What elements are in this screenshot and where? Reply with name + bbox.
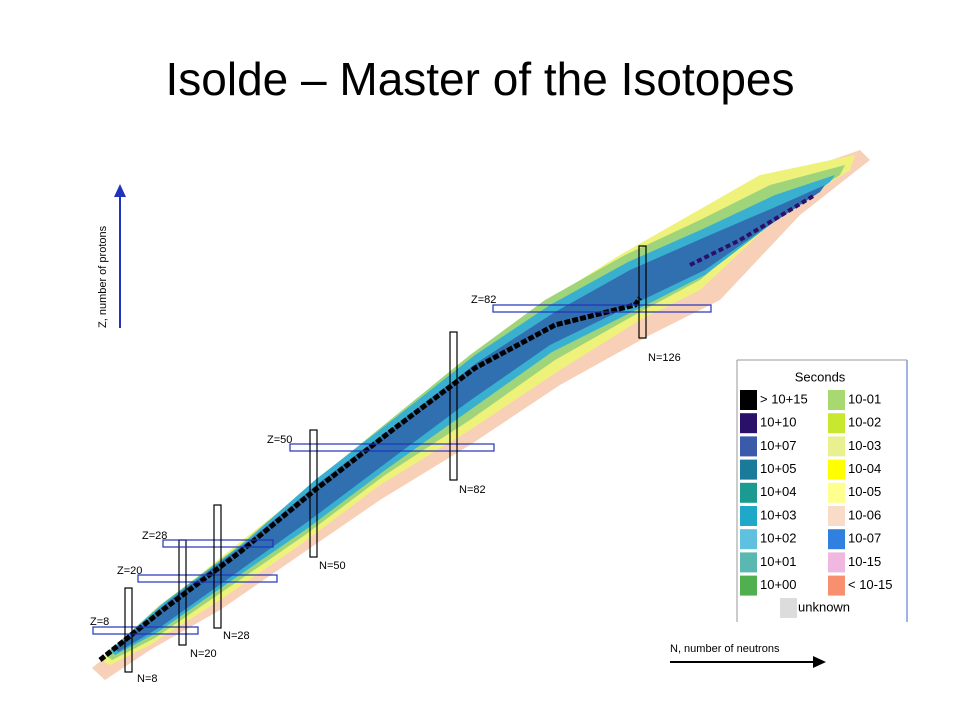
- legend-label: < 10-15: [848, 577, 892, 592]
- z-label: Z=20: [117, 565, 142, 577]
- legend-label: 10-03: [848, 438, 881, 453]
- legend-label: 10-06: [848, 507, 881, 522]
- legend-label: > 10+15: [760, 391, 808, 406]
- legend-label: 10+07: [760, 438, 797, 453]
- legend-swatch: [740, 436, 757, 457]
- legend: Seconds > 10+15 10+10 10+07 10+05 10+04 10+03…: [736, 359, 908, 622]
- legend-swatch: [740, 482, 757, 503]
- legend-swatch: [740, 506, 757, 526]
- legend-swatch: [828, 552, 845, 573]
- y-axis-label: Z, number of protons: [97, 225, 109, 328]
- legend-swatch: [828, 506, 845, 526]
- stable-line-upper: [689, 193, 817, 267]
- n-line: [449, 331, 458, 481]
- legend-label: 10-02: [848, 415, 881, 430]
- axes: Z, number of protons N, number of neutro…: [97, 184, 826, 668]
- legend-label: 10+03: [760, 507, 797, 522]
- n-label: N=8: [137, 673, 158, 685]
- n-line: [213, 504, 222, 629]
- legend-swatch: [828, 529, 845, 550]
- legend-label: 10-15: [848, 554, 881, 569]
- n-line: [638, 245, 647, 339]
- legend-label: 10+02: [760, 531, 797, 546]
- legend-swatch: [828, 436, 845, 457]
- magic-labels: Z=8 N=8 Z=20 N=20 Z=28 N=28 Z=50 N=50 Z=…: [90, 294, 681, 685]
- n-label: N=126: [648, 352, 681, 364]
- z-line: [492, 304, 712, 313]
- legend-label: 10+10: [760, 415, 797, 430]
- legend-label: unknown: [798, 599, 850, 614]
- legend-title: Seconds: [795, 369, 846, 384]
- legend-swatch: [740, 575, 757, 596]
- n-label: N=82: [459, 484, 486, 496]
- legend-swatch: [740, 552, 757, 573]
- z-label: Z=82: [471, 294, 496, 306]
- legend-label: 10+05: [760, 461, 797, 476]
- z-line: [289, 443, 495, 452]
- legend-label: 10-04: [848, 461, 881, 476]
- z-line: [162, 539, 274, 548]
- n-label: N=28: [223, 630, 250, 642]
- n-label: N=50: [319, 560, 346, 572]
- z-label: Z=8: [90, 616, 109, 628]
- legend-label: 10+04: [760, 484, 797, 499]
- legend-swatch: [828, 482, 845, 503]
- legend-swatch: [740, 459, 757, 480]
- legend-label: 10-05: [848, 484, 881, 499]
- legend-swatch: [828, 575, 845, 596]
- n-label: N=20: [190, 648, 217, 660]
- slide-title: Isolde – Master of the Isotopes: [165, 53, 794, 105]
- n-line: [309, 429, 318, 558]
- legend-label: 10+01: [760, 554, 797, 569]
- band-cyan: [110, 175, 835, 655]
- n-line: [124, 587, 133, 673]
- legend-swatch: [828, 459, 845, 480]
- legend-swatch: [828, 390, 845, 410]
- legend-label: 10+00: [760, 577, 797, 592]
- x-axis-label: N, number of neutrons: [670, 643, 780, 655]
- nuclide-chart: [92, 150, 870, 680]
- legend-swatch: [828, 413, 845, 434]
- legend-swatch: [740, 529, 757, 550]
- x-arrow-head: [813, 656, 826, 668]
- z-line: [92, 626, 199, 635]
- z-label: Z=28: [142, 530, 167, 542]
- legend-label: 10-01: [848, 391, 881, 406]
- legend-swatch: [740, 413, 757, 434]
- magic-lines: [92, 245, 712, 673]
- legend-swatch: [740, 390, 757, 410]
- legend-bg: [737, 360, 907, 622]
- z-label: Z=50: [267, 434, 292, 446]
- z-line: [137, 574, 278, 583]
- y-arrow-head: [114, 184, 126, 197]
- legend-swatch: [780, 598, 797, 618]
- legend-label: 10-07: [848, 531, 881, 546]
